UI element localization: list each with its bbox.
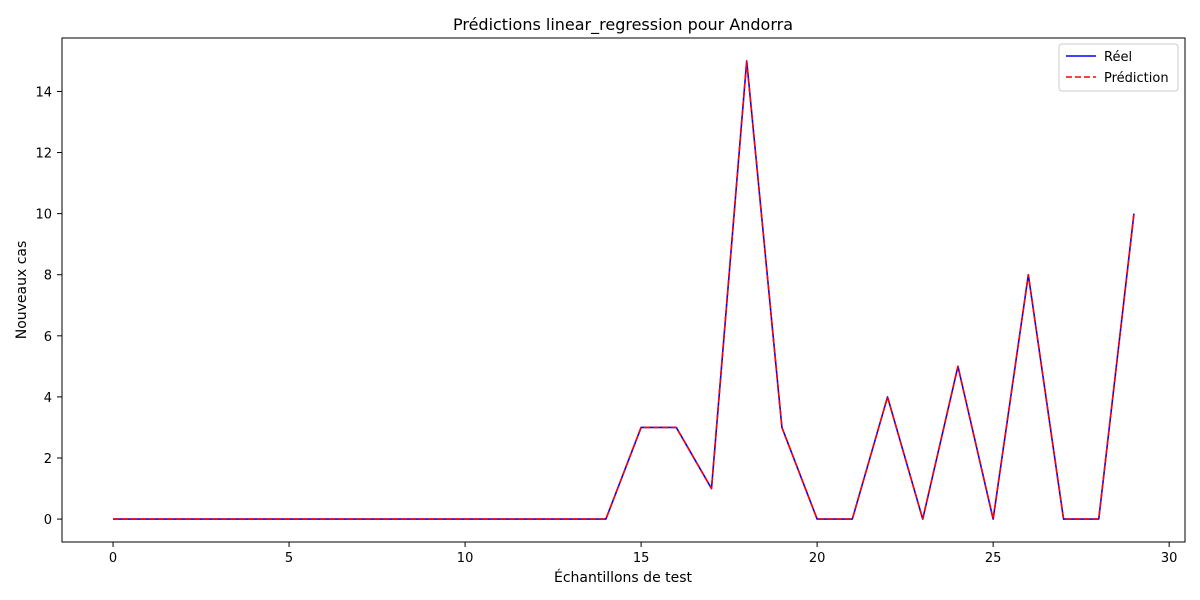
series-line-reel: [113, 60, 1135, 520]
x-tick-label: 25: [985, 551, 1002, 566]
x-tick-label: 0: [109, 551, 117, 566]
series-line-prediction: [113, 60, 1135, 520]
y-tick-label: 6: [44, 330, 52, 345]
x-tick-label: 5: [285, 551, 293, 566]
legend: Réel Prédiction: [1058, 43, 1179, 92]
y-tick-label: 8: [44, 269, 52, 284]
x-tick-label: 15: [633, 551, 650, 566]
chart-title: Prédictions linear_regression pour Andor…: [453, 15, 793, 35]
legend-label: Réel: [1104, 50, 1132, 65]
x-tick-label: 10: [457, 551, 474, 566]
y-tick-label: 10: [35, 208, 52, 223]
y-axis-label: Nouveaux cas: [14, 241, 30, 340]
y-tick-label: 12: [35, 147, 52, 162]
y-tick-label: 0: [44, 513, 52, 528]
y-tick-label: 4: [44, 391, 52, 406]
y-tick-label: 2: [44, 452, 52, 467]
y-tick-label: 14: [35, 85, 52, 100]
plot-area-frame: [61, 37, 1186, 543]
legend-label: Prédiction: [1104, 71, 1169, 86]
x-tick-label: 30: [1161, 551, 1178, 566]
x-axis-label: Échantillons de test: [554, 569, 693, 586]
x-tick-label: 20: [809, 551, 826, 566]
